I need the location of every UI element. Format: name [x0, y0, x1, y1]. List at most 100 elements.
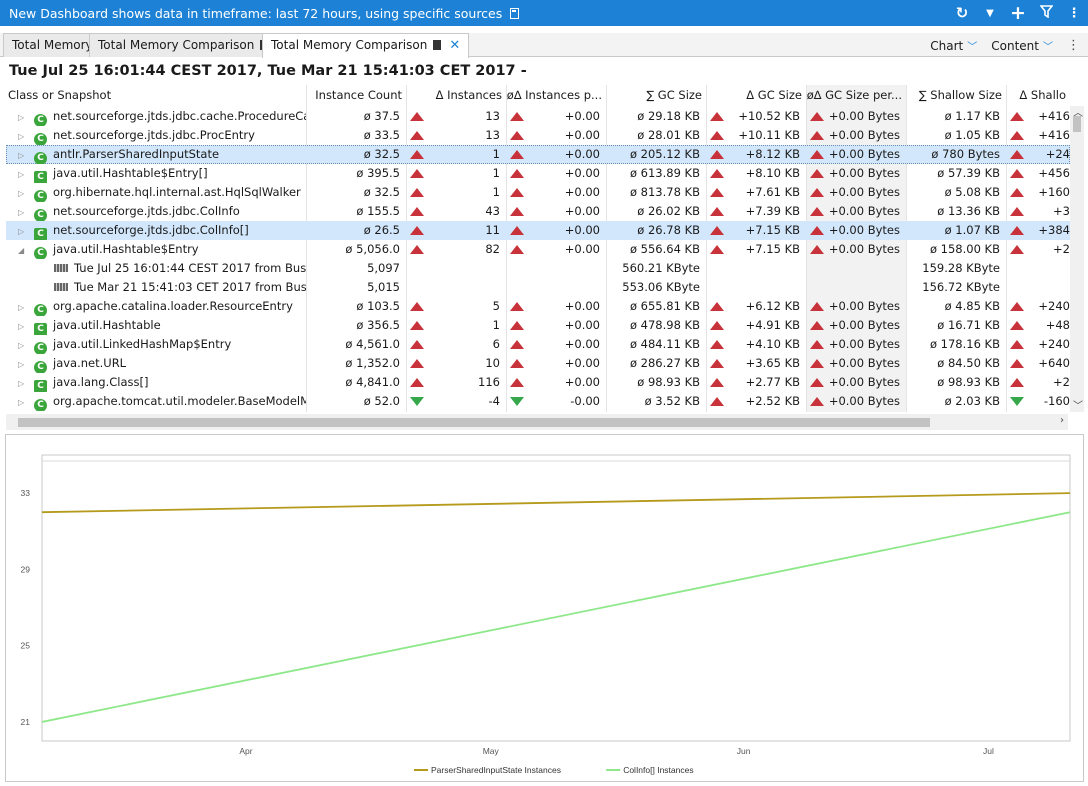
expand-arrow-icon[interactable]: ▷	[18, 132, 25, 141]
expand-arrow-icon[interactable]: ▷	[18, 208, 25, 217]
avg-delta-gc-size: +0.00 Bytes	[828, 299, 900, 313]
delta-gc-size: +3.65 KB	[745, 356, 800, 370]
increase-arrow-icon	[510, 340, 524, 349]
trend-indicator	[710, 240, 726, 259]
column-header[interactable]: ∑ GC Size	[646, 88, 702, 102]
delta-gc-size: +7.61 KB	[745, 185, 800, 199]
refresh-icon[interactable]: ↻	[955, 4, 969, 22]
snapshot-row[interactable]: Tue Jul 25 16:01:44 CEST 2017 from Busin…	[6, 259, 1070, 278]
trend-indicator	[810, 126, 826, 145]
column-header[interactable]: Δ Instances	[435, 88, 502, 102]
gc-size: ø 28.01 KB	[637, 128, 700, 142]
shallow-size: ø 178.16 KB	[929, 337, 1000, 351]
column-header[interactable]: ø∆ Instances p...	[506, 88, 602, 102]
tab-total-memory[interactable]: Total Memory	[3, 33, 102, 57]
increase-arrow-icon	[710, 150, 724, 159]
chart-menu[interactable]: Chart ﹀	[930, 38, 977, 53]
trend-indicator	[710, 297, 726, 316]
scroll-up-icon[interactable]: ︿	[1073, 108, 1083, 119]
column-header[interactable]: Δ Shallo	[1019, 88, 1066, 102]
expand-arrow-icon[interactable]: ▷	[18, 151, 25, 160]
tab-total-memory-comparison-2[interactable]: Total Memory Comparison ✕	[262, 33, 470, 58]
expand-arrow-icon[interactable]: ▷	[18, 227, 25, 236]
scroll-down-icon[interactable]: ﹀	[1073, 401, 1083, 412]
filter-icon[interactable]	[1038, 4, 1054, 22]
trend-indicator	[710, 392, 726, 411]
expand-arrow-icon[interactable]: ▷	[18, 322, 25, 331]
instance-count: ø 4,561.0	[345, 337, 400, 351]
collapse-arrow-icon[interactable]: ◢	[18, 246, 25, 255]
gc-size: ø 26.78 KB	[637, 223, 700, 237]
gc-size: ø 613.89 KB	[629, 166, 700, 180]
more-icon[interactable]: ⋮	[1067, 5, 1081, 21]
expand-arrow-icon[interactable]: ▷	[18, 113, 25, 122]
close-icon[interactable]: ✕	[449, 38, 461, 53]
column-header[interactable]: ∑ Shallow Size	[918, 88, 1002, 102]
horizontal-scrollbar[interactable]: ›	[6, 414, 1068, 430]
delta-shallow-size: +456	[1038, 166, 1070, 180]
increase-arrow-icon	[710, 378, 724, 387]
instances-line-chart: 21 25 29 33 Apr May Jun Jul ParserSharedInputSta…	[21, 454, 1071, 775]
tab-label: Total Memory	[12, 38, 93, 52]
y-tick-label: 21	[21, 717, 31, 727]
trend-indicator	[410, 297, 426, 316]
class-name: Tue Jul 25 16:01:44 CEST 2017 from Busin…	[74, 261, 306, 275]
class-icon: C	[34, 247, 47, 259]
column-header[interactable]: Instance Count	[315, 88, 402, 102]
expand-arrow-icon[interactable]: ▷	[18, 170, 25, 179]
increase-arrow-icon	[710, 169, 724, 178]
more-icon[interactable]: ⋮	[1067, 37, 1080, 53]
expand-arrow-icon[interactable]: ▷	[18, 303, 25, 312]
snapshot-row[interactable]: Tue Mar 21 15:41:03 CET 2017 from Busine…	[6, 278, 1070, 297]
column-header[interactable]: Class or Snapshot	[8, 88, 112, 102]
avg-delta-instances: +0.00	[564, 128, 600, 142]
trend-indicator	[810, 392, 826, 411]
gc-size: ø 26.02 KB	[637, 204, 700, 218]
expand-arrow-icon[interactable]: ▷	[18, 360, 25, 369]
increase-arrow-icon	[410, 302, 424, 311]
expand-arrow-icon[interactable]: ▷	[18, 398, 25, 407]
expand-arrow-icon[interactable]: ▷	[18, 189, 25, 198]
vertical-scrollbar[interactable]: ︿ ﹀	[1070, 106, 1084, 412]
scrollbar-thumb[interactable]	[1073, 116, 1081, 132]
scroll-right-icon[interactable]: ›	[1060, 415, 1064, 426]
dropdown-icon[interactable]: ▼	[986, 7, 994, 19]
shallow-size: ø 158.00 KB	[929, 242, 1000, 256]
expand-arrow-icon[interactable]: ▷	[18, 379, 25, 388]
delta-gc-size: +7.15 KB	[745, 223, 800, 237]
column-header[interactable]: ø∆ GC Size per...	[806, 88, 902, 102]
expand-arrow-icon[interactable]: ▷	[18, 341, 25, 350]
increase-arrow-icon	[1010, 131, 1024, 140]
trend-indicator	[1010, 126, 1026, 145]
scrollbar-thumb[interactable]	[18, 418, 930, 427]
column-header[interactable]: Δ GC Size	[746, 88, 802, 102]
trend-indicator	[810, 240, 826, 259]
avg-delta-gc-size: +0.00 Bytes	[828, 185, 900, 199]
calculator-icon[interactable]	[510, 7, 520, 19]
trend-indicator	[710, 316, 726, 335]
delta-shallow-size: +240	[1038, 337, 1070, 351]
tab-total-memory-comparison-1[interactable]: Total Memory Comparison	[89, 33, 278, 57]
plus-icon[interactable]: +	[1010, 2, 1026, 24]
class-name: org.apache.tomcat.util.modeler.BaseModel…	[53, 394, 306, 408]
content-menu[interactable]: Content ﹀	[991, 38, 1053, 53]
increase-arrow-icon	[410, 207, 424, 216]
